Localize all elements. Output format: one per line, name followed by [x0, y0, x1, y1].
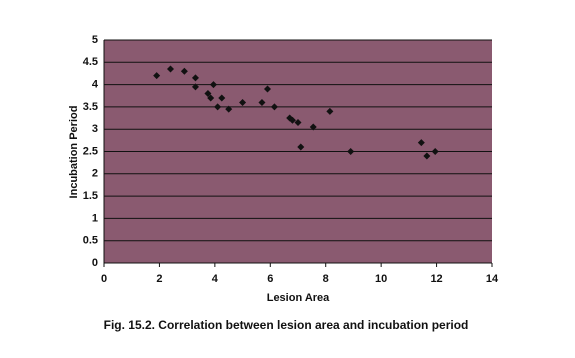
- y-tick-label: 4: [92, 79, 99, 91]
- point: [207, 94, 215, 102]
- point: [431, 148, 439, 155]
- point: [347, 148, 355, 155]
- point: [225, 105, 233, 113]
- point: [417, 139, 425, 147]
- x-tick-label: 4: [212, 273, 219, 285]
- point: [423, 152, 431, 160]
- y-tick-label: 1.5: [83, 190, 98, 202]
- point: [264, 85, 272, 93]
- y-tick-label: 1: [92, 212, 98, 224]
- x-tick-label: 14: [486, 273, 499, 285]
- point: [209, 81, 217, 89]
- point: [180, 67, 188, 75]
- point: [258, 98, 266, 106]
- x-tick-label: 8: [323, 273, 329, 285]
- y-tick-label: 2: [92, 168, 98, 180]
- point: [326, 107, 334, 115]
- point: [204, 90, 212, 98]
- point: [167, 65, 175, 73]
- x-tick-label: 0: [101, 273, 107, 285]
- point: [288, 116, 296, 124]
- point: [214, 103, 222, 111]
- y-tick-label: 5: [92, 34, 98, 46]
- point: [297, 143, 305, 151]
- y-tick-label: 4.5: [83, 56, 98, 68]
- point: [218, 94, 226, 102]
- point: [294, 119, 302, 127]
- point: [270, 103, 278, 111]
- x-tick-label: 2: [156, 273, 162, 285]
- point: [191, 74, 199, 82]
- y-tick-label: 3: [92, 123, 98, 135]
- point: [309, 123, 317, 131]
- x-tick-label: 6: [267, 273, 273, 285]
- caption: Fig. 15.2. Correlation between lesion ar…: [104, 318, 469, 332]
- y-tick-label: 0: [92, 257, 98, 269]
- y-tick-label: 2.5: [83, 145, 98, 157]
- point: [153, 72, 161, 80]
- y-axis-label: Incubation Period: [68, 106, 80, 199]
- x-tick-label: 12: [430, 273, 442, 285]
- x-tick-label: 10: [375, 273, 387, 285]
- point: [239, 98, 247, 106]
- y-tick-label: 3.5: [83, 101, 98, 113]
- y-tick-label: 0.5: [83, 235, 98, 247]
- x-axis-label: Lesion Area: [267, 292, 330, 304]
- point: [191, 83, 199, 91]
